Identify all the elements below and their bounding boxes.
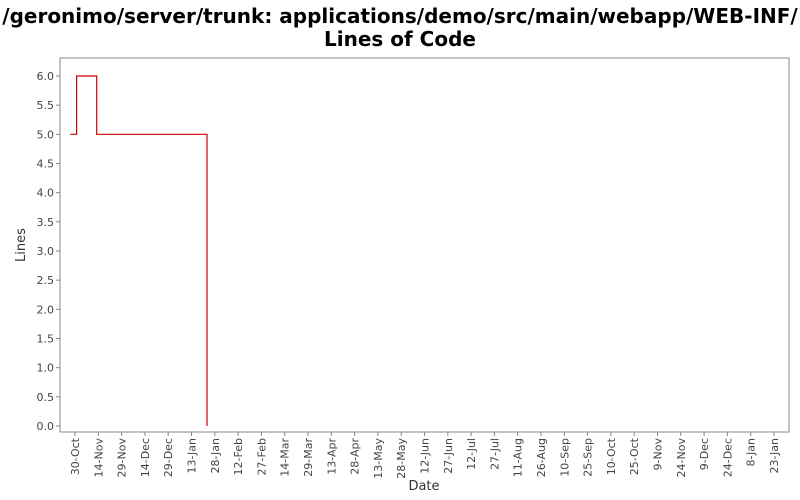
x-tick-label: 12-Jul <box>465 438 478 470</box>
y-tick-label: 1.5 <box>37 333 55 346</box>
y-tick-label: 1.0 <box>37 362 55 375</box>
plot-area <box>59 57 790 433</box>
x-tick-label: 23-Jan <box>768 438 781 474</box>
y-tick-label: 4.0 <box>37 187 55 200</box>
x-tick-label: 9-Nov <box>652 438 665 471</box>
y-tick-label: 5.5 <box>37 99 55 112</box>
x-tick-label: 13-May <box>372 438 385 479</box>
x-tick-label: 29-Mar <box>302 438 315 477</box>
x-tick-label: 13-Jan <box>186 438 199 474</box>
x-axis: 30-Oct 14-Nov 29-Nov 14-Dec 29-Dec 13-Jan 28-J… <box>69 432 781 479</box>
x-tick-label: 25-Oct <box>628 437 641 475</box>
x-tick-label: 28-May <box>395 438 408 479</box>
x-tick-label: 13-Apr <box>325 438 338 475</box>
x-tick-label: 28-Jan <box>209 438 222 474</box>
x-tick-label: 24-Nov <box>675 438 688 478</box>
x-tick-label: 12-Jun <box>419 438 432 474</box>
x-tick-label: 27-Jun <box>442 438 455 474</box>
y-axis: 0.0 0.5 1.0 1.5 2.0 2.5 3.0 3.5 4.0 4.5 5.0 5.5 6.0 <box>37 70 60 433</box>
x-tick-label: 14-Nov <box>92 438 105 478</box>
x-tick-label: 26-Aug <box>535 438 548 477</box>
x-tick-label: 25-Sep <box>582 438 595 477</box>
x-tick-label: 11-Aug <box>512 438 525 477</box>
x-tick-label: 9-Dec <box>698 438 711 470</box>
chart-subtitle: Lines of Code <box>324 27 476 51</box>
y-axis-label: Lines <box>14 228 29 262</box>
series-line <box>70 75 208 426</box>
y-tick-label: 2.5 <box>37 274 55 287</box>
y-tick-label: 4.5 <box>37 158 55 171</box>
x-tick-label: 14-Dec <box>139 438 152 477</box>
x-tick-label: 14-Mar <box>279 438 292 477</box>
x-axis-label: Date <box>408 479 439 494</box>
series-layer <box>70 75 208 426</box>
x-tick-label: 10-Oct <box>605 437 618 475</box>
x-tick-label: 29-Nov <box>116 438 129 478</box>
x-tick-label: 29-Dec <box>162 438 175 477</box>
x-tick-label: 12-Feb <box>232 438 245 475</box>
y-tick-label: 3.5 <box>37 216 55 229</box>
x-tick-label: 28-Apr <box>349 438 362 475</box>
y-tick-label: 3.0 <box>37 245 55 258</box>
x-tick-label: 27-Jul <box>488 438 501 470</box>
x-tick-label: 30-Oct <box>69 437 82 475</box>
y-tick-label: 0.0 <box>37 420 55 433</box>
x-tick-label: 8-Jan <box>745 438 758 467</box>
y-tick-label: 0.5 <box>37 391 55 404</box>
y-tick-label: 6.0 <box>37 70 55 83</box>
y-tick-label: 5.0 <box>37 128 55 141</box>
chart-title: /geronimo/server/trunk: applications/dem… <box>2 4 798 28</box>
x-tick-label: 10-Sep <box>558 438 571 477</box>
y-tick-label: 2.0 <box>37 303 55 316</box>
x-tick-label: 27-Feb <box>255 438 268 475</box>
x-tick-label: 24-Dec <box>721 438 734 477</box>
